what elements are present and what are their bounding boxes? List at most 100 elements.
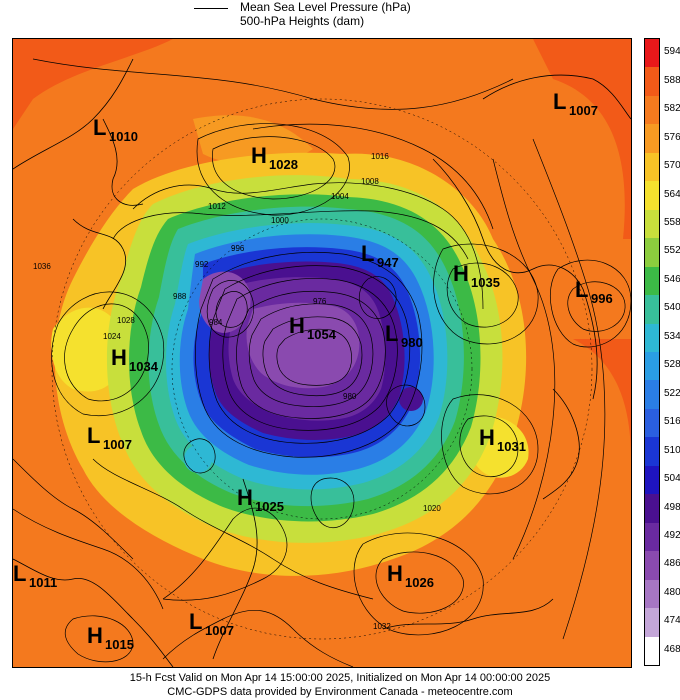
colorbar-tick-label: 486 xyxy=(664,558,680,570)
isobar xyxy=(550,259,631,348)
isobar xyxy=(276,328,352,386)
colorbar-tick-label: 522 xyxy=(664,387,680,399)
isobar xyxy=(459,415,519,477)
pressure-center-value: 1007 xyxy=(103,437,132,452)
mslp-legend-label: Mean Sea Level Pressure (hPa) xyxy=(240,0,411,14)
pressure-center-high: H 1026 xyxy=(387,561,434,590)
isobar xyxy=(375,551,464,614)
pressure-center-type: L xyxy=(385,321,398,346)
pressure-center-value: 1035 xyxy=(471,275,500,290)
colorbar-tick-label: 510 xyxy=(664,444,680,456)
pressure-center-value: 996 xyxy=(591,291,613,306)
weather-map: 1016 1012 1008 1004 1000 996 992 988 984… xyxy=(12,38,632,668)
pressure-center-type: H xyxy=(251,143,267,168)
isobar-label: 1036 xyxy=(33,262,51,271)
pressure-center-type: L xyxy=(13,561,26,586)
pressure-center-low: L 1011 xyxy=(13,561,57,590)
pressure-center-high: H 1054 xyxy=(289,313,337,342)
heights-legend-label: 500-hPa Heights (dam) xyxy=(240,14,365,28)
isobar-label: 1012 xyxy=(208,202,226,211)
pressure-center-value: 1010 xyxy=(109,129,138,144)
pressure-center-high: H 1035 xyxy=(453,261,500,290)
colorbar-tick-label: 576 xyxy=(664,131,680,143)
pressure-centers: L 1010 H 1028 L 1007 H 1035 L 996 L 947 xyxy=(13,89,613,652)
isobar xyxy=(262,316,363,397)
data-credit-text: CMC-GDPS data provided by Environment Ca… xyxy=(167,686,513,698)
isobar xyxy=(196,123,350,216)
pressure-center-type: L xyxy=(189,609,202,634)
isobar xyxy=(446,262,519,328)
colorbar-tick-label: 516 xyxy=(664,416,680,428)
isobar xyxy=(13,458,134,560)
colorbar-tick-label: 534 xyxy=(664,330,680,342)
colorbar-cell xyxy=(645,608,659,638)
coastlines xyxy=(13,58,631,667)
colorbar-cell xyxy=(645,636,659,666)
isobar xyxy=(236,290,386,419)
pressure-center-type: L xyxy=(87,423,100,448)
pressure-center-type: H xyxy=(111,345,127,370)
pressure-center-value: 1034 xyxy=(129,359,159,374)
colorbar-tick-label: 546 xyxy=(664,273,680,285)
isobar xyxy=(310,477,355,529)
pressure-center-low: L 1007 xyxy=(189,609,234,638)
height-band-588-e xyxy=(573,339,631,459)
isobar xyxy=(222,278,398,431)
pressure-center-high: H 1031 xyxy=(479,425,526,454)
isobar-label: 1032 xyxy=(373,622,391,631)
isobar-label: 980 xyxy=(343,392,357,401)
isobar xyxy=(51,291,165,416)
pressure-center-low: L 947 xyxy=(361,241,399,270)
pressure-center-low: L 1007 xyxy=(87,423,132,452)
height-colorbar xyxy=(644,38,660,666)
isobar xyxy=(13,508,164,610)
colorbar-cell xyxy=(645,295,659,325)
colorbar-tick-label: 480 xyxy=(664,586,680,598)
height-band-588-nw xyxy=(13,39,173,129)
coastline-siberia xyxy=(482,74,631,120)
isobar xyxy=(183,438,216,474)
latitude-circle-70 xyxy=(171,218,473,520)
pressure-center-value: 1028 xyxy=(269,157,298,172)
colorbar-cell xyxy=(645,124,659,154)
colorbar-cell xyxy=(645,437,659,467)
colorbar-tick-label: 504 xyxy=(664,473,680,485)
isobar-label: 1024 xyxy=(103,332,121,341)
isobar xyxy=(492,158,556,560)
isobar xyxy=(386,384,426,427)
isobar xyxy=(248,303,374,407)
colorbar-tick-label: 564 xyxy=(664,188,680,200)
colorbar-cell xyxy=(645,266,659,296)
colorbar-tick-label: 594 xyxy=(664,46,680,58)
height-band-486-west xyxy=(199,271,251,333)
pressure-center-value: 1007 xyxy=(569,103,598,118)
colorbar-cell xyxy=(645,209,659,239)
isobar xyxy=(215,291,248,328)
height-band-582-north xyxy=(193,115,313,165)
isobar xyxy=(212,136,336,200)
pressure-center-high: H 1025 xyxy=(237,485,284,514)
colorbar-tick-label: 492 xyxy=(664,529,680,541)
isobar-label: 1000 xyxy=(271,216,289,225)
isobar xyxy=(358,276,397,319)
colorbar-cell xyxy=(645,352,659,381)
pressure-center-type: H xyxy=(237,485,253,510)
isobar xyxy=(32,58,514,110)
pressure-center-value: 1031 xyxy=(497,439,526,454)
pressure-center-value: 980 xyxy=(401,335,423,350)
isobar xyxy=(206,280,254,338)
pressure-center-value: 1025 xyxy=(255,499,284,514)
isobar-labels: 1016 1012 1008 1004 1000 996 992 988 984… xyxy=(33,152,441,631)
isobar xyxy=(65,615,134,663)
isobar-label: 1016 xyxy=(371,152,389,161)
pressure-center-low: L 996 xyxy=(575,277,613,306)
colorbar-tick-label: 474 xyxy=(664,615,680,627)
isobar xyxy=(64,303,149,402)
isobar xyxy=(162,507,288,601)
colorbar-tick-label: 558 xyxy=(664,216,680,228)
pressure-center-type: L xyxy=(575,277,588,302)
colorbar-cell xyxy=(645,465,659,495)
pressure-center-type: L xyxy=(93,115,106,140)
pressure-center-value: 947 xyxy=(377,255,399,270)
colorbar-tick-label: 552 xyxy=(664,245,680,257)
